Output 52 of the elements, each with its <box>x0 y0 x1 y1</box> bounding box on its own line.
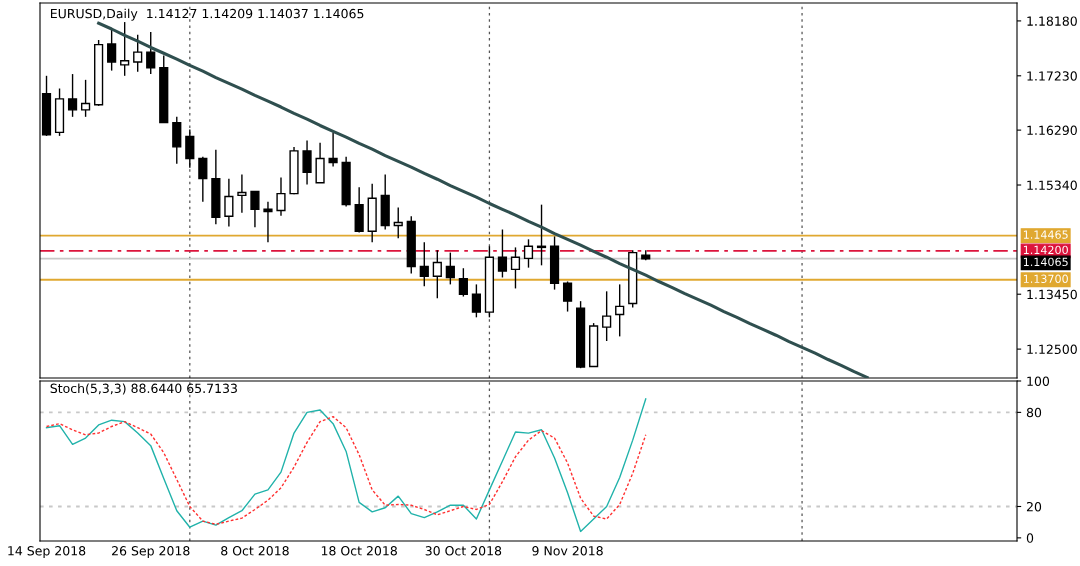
candlestick <box>107 28 117 72</box>
line-series <box>45 398 647 533</box>
candlestick <box>133 34 143 73</box>
candlestick <box>615 283 625 338</box>
y-tick-label: 1.16290 <box>1027 125 1077 136</box>
candlestick <box>67 73 78 118</box>
y-tick-label: 100 <box>1027 376 1050 386</box>
candlestick <box>458 267 468 298</box>
line-series <box>97 21 869 378</box>
ref-line-label: 1.13700 <box>1023 274 1068 283</box>
candlestick <box>146 31 156 75</box>
x-tick-label: 8 Oct 2018 <box>221 546 289 556</box>
candlestick <box>602 290 612 342</box>
candlestick <box>276 176 286 217</box>
y-tick-label: 1.17230 <box>1027 71 1077 81</box>
candlestick <box>237 173 247 214</box>
chart-title: EURUSD,Daily 1.14127 1.14209 1.14037 1.14065 <box>51 8 364 21</box>
candlestick <box>419 241 429 287</box>
candlestick <box>510 246 521 290</box>
y-tick-label: 80 <box>1026 407 1042 418</box>
y-tick-label: 1.13450 <box>1027 289 1077 300</box>
candlestick <box>497 228 508 279</box>
ref-line-label: 1.14465 <box>1023 230 1068 239</box>
candlestick <box>393 206 403 239</box>
y-tick-label: 1.18180 <box>1027 16 1077 26</box>
chart-title: Stoch(5,3,3) 88.6440 65.7133 <box>50 383 237 395</box>
candlestick <box>302 139 312 186</box>
ref-line-label: 1.14065 <box>1023 257 1068 267</box>
y-tick-label: 1.15340 <box>1027 180 1077 190</box>
candlestick <box>445 251 455 286</box>
candlestick <box>523 238 534 269</box>
x-tick-label: 9 Nov 2018 <box>532 546 603 556</box>
x-tick-label: 30 Oct 2018 <box>425 546 502 556</box>
candlestick <box>185 128 195 169</box>
candlestick <box>432 249 442 299</box>
candlestick <box>471 283 481 319</box>
x-tick-label: 26 Sep 2018 <box>112 546 190 558</box>
candlestick <box>263 201 273 243</box>
candlestick <box>80 79 91 118</box>
candlestick <box>120 21 130 77</box>
candlestick <box>328 131 338 168</box>
ref-line-label: 1.14200 <box>1023 245 1068 255</box>
line-series <box>45 415 647 526</box>
candlestick <box>562 280 573 313</box>
candlestick <box>198 156 208 203</box>
candlestick <box>250 190 260 228</box>
x-tick-label: 18 Oct 2018 <box>321 546 397 556</box>
y-tick-label: 20 <box>1026 501 1042 512</box>
y-tick-label: 0 <box>1026 533 1034 543</box>
y-tick-label: 1.12500 <box>1027 344 1077 355</box>
candlestick <box>224 177 234 228</box>
x-tick-label: 14 Sep 2018 <box>8 546 86 558</box>
